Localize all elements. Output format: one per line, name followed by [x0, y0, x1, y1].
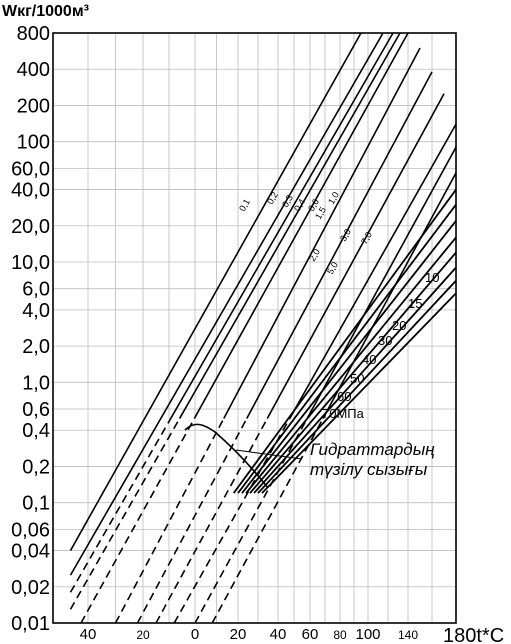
- y-tick-label: 800: [17, 23, 50, 45]
- series-line: [245, 236, 456, 494]
- series-line-dashed: [173, 418, 291, 623]
- series-line-dashed: [136, 418, 248, 623]
- x-tick-label: 20: [136, 628, 150, 642]
- curve-label: 1,0: [326, 190, 341, 206]
- series-line: [241, 220, 456, 494]
- series-line-dashed: [155, 418, 268, 623]
- y-tick-label: 60,0: [11, 158, 50, 180]
- series-line: [249, 251, 456, 494]
- y-tick-label: 6,0: [22, 279, 50, 301]
- series-line-dashed: [114, 418, 225, 623]
- y-tick-label: 20,0: [11, 216, 50, 238]
- series-line-dashed: [211, 418, 324, 623]
- series-line-dashed: [69, 418, 181, 610]
- pressure-label: 60: [337, 389, 351, 404]
- series-line: [69, 33, 384, 576]
- y-tick-label: 40,0: [11, 180, 50, 202]
- series-curves: [69, 33, 456, 623]
- series-line-dashed: [69, 418, 172, 593]
- x-tick-labels: 40 20 0 20 40 60 80 100 140: [80, 626, 419, 643]
- series-line-dashed: [80, 418, 196, 623]
- x-tick-label: 20: [230, 626, 247, 643]
- y-tick-label: 1,0: [22, 372, 50, 394]
- pressure-label: 70МПа: [322, 406, 365, 421]
- y-tick-label: 0,04: [11, 541, 50, 563]
- y-tick-label: 4,0: [22, 300, 50, 322]
- y-tick-label: 0,06: [11, 519, 50, 541]
- pressure-label: 20: [392, 318, 406, 333]
- y-tick-labels: 800 400 200 100 60,040,0 20,0 10,0 6,04,0 2,0 1,0…: [11, 23, 50, 635]
- y-tick-label: 2,0: [22, 336, 50, 358]
- series-line: [193, 33, 409, 419]
- hydrate-callout-leader: [235, 449, 303, 460]
- series-line: [169, 33, 394, 419]
- series-line: [306, 146, 456, 419]
- hydrate-annotation-line1: Гидраттардың: [310, 440, 435, 459]
- y-tick-label: 10,0: [11, 252, 50, 274]
- x-tick-label: 80: [333, 628, 347, 642]
- pressure-label: 10: [425, 270, 439, 285]
- x-tick-label: 40: [80, 626, 97, 643]
- hydrate-formation-line: [184, 423, 269, 489]
- curve-label: 0,1: [237, 197, 252, 213]
- x-tick-label: 140: [398, 628, 418, 642]
- pressure-label: 30: [378, 333, 392, 348]
- pressure-label: 15: [408, 296, 422, 311]
- x-axis-title: 180t*C: [443, 625, 504, 644]
- y-tick-label: 0,2: [22, 456, 50, 478]
- curve-label: 2,0: [307, 247, 322, 263]
- series-line: [232, 189, 456, 494]
- y-tick-label: 100: [17, 132, 50, 154]
- y-tick-label: 0,01: [11, 613, 50, 635]
- curve-labels: 0,1 0,2 0,30,4 0,6 1,01,52,03,05,07,01015203…: [237, 190, 439, 421]
- series-line: [266, 93, 445, 419]
- x-tick-label: 0: [191, 626, 199, 643]
- plot-frame: [52, 32, 457, 624]
- pressure-label: 40: [362, 352, 376, 367]
- series-line: [178, 33, 401, 419]
- series-line: [246, 71, 433, 419]
- series-line: [288, 123, 456, 419]
- y-axis-title: Wкг/1000м³: [2, 3, 89, 20]
- pressure-label: 50: [350, 371, 364, 386]
- series-line: [322, 172, 456, 419]
- series-line: [223, 47, 421, 419]
- y-tick-label: 0,6: [22, 399, 50, 421]
- y-tick-label: 400: [17, 59, 50, 81]
- series-line: [237, 204, 456, 494]
- series-line: [253, 266, 456, 494]
- y-tick-label: 200: [17, 95, 50, 117]
- y-tick-label: 0,1: [22, 493, 50, 515]
- series-line: [261, 292, 456, 494]
- x-tick-label: 100: [355, 626, 380, 643]
- curve-label: 7,0: [359, 230, 374, 246]
- x-tick-label: 60: [302, 626, 319, 643]
- x-tick-label: 40: [270, 626, 287, 643]
- y-tick-label: 0,4: [22, 420, 50, 442]
- series-line: [69, 33, 362, 551]
- curve-label: 5,0: [325, 260, 340, 276]
- hydrate-annotation-line2: түзілу сызығы: [310, 460, 428, 479]
- y-tick-label: 0,02: [11, 577, 50, 599]
